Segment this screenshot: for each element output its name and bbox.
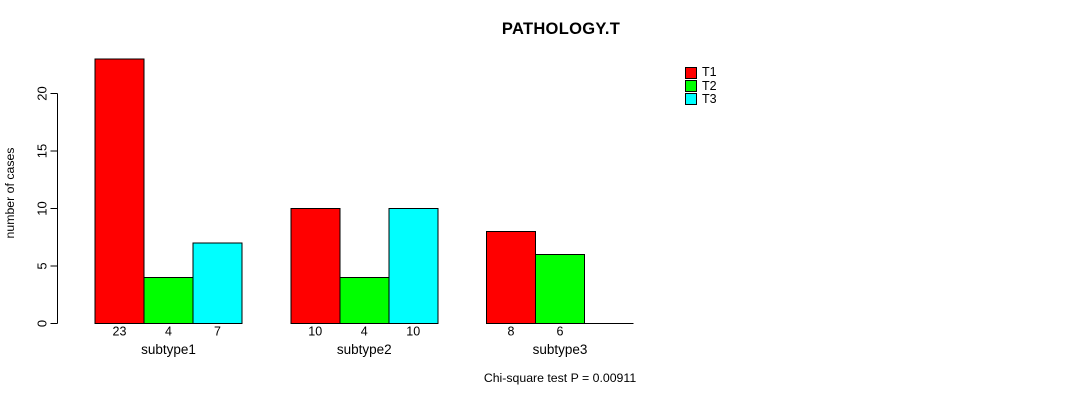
bar-value-label: 6: [557, 325, 564, 339]
bar-T3-subtype2: [388, 208, 439, 324]
bar-value-label: 8: [508, 325, 515, 339]
bar-value-label: 4: [165, 325, 172, 339]
bar-T1-subtype1: [94, 58, 145, 324]
chart-title: PATHOLOGY.T: [501, 20, 621, 38]
bar-value-label: 10: [406, 325, 420, 339]
legend-swatch-T1: [685, 66, 697, 79]
bar-T2-subtype3: [535, 254, 585, 324]
category-label-subtype2: subtype2: [337, 342, 392, 357]
legend-swatch-T3: [685, 93, 697, 106]
legend-label: T1: [702, 65, 717, 80]
legend-label: T2: [702, 78, 717, 93]
legend-item-T3: T3: [685, 91, 717, 106]
y-tick-label: 10: [35, 201, 50, 215]
category-label-subtype1: subtype1: [141, 342, 196, 357]
y-tick-label: 15: [35, 144, 50, 158]
legend: T1 T2 T3: [685, 66, 717, 106]
chi-square-note: Chi-square test P = 0.00911: [483, 371, 637, 385]
bar-value-label: 7: [214, 325, 221, 339]
y-tick-label: 20: [35, 86, 50, 100]
bar-T3-subtype1: [192, 242, 243, 324]
bar-value-label: 4: [361, 325, 368, 339]
y-tick-label: 0: [35, 320, 50, 327]
legend-label: T3: [702, 91, 717, 106]
y-axis-title: number of cases: [3, 148, 17, 239]
bar-T1-subtype2: [290, 208, 341, 324]
bar-value-label: 10: [308, 325, 322, 339]
category-label-subtype3: subtype3: [533, 342, 588, 357]
y-tick-label: 5: [35, 262, 50, 269]
legend-item-T1: T1: [685, 66, 717, 79]
bar-T1-subtype3: [486, 231, 536, 324]
bar-value-label: 23: [113, 325, 127, 339]
bar-T2-subtype1: [143, 277, 194, 324]
legend-item-T2: T2: [685, 78, 717, 93]
bar-T2-subtype2: [339, 277, 390, 324]
legend-swatch-T2: [685, 80, 697, 93]
